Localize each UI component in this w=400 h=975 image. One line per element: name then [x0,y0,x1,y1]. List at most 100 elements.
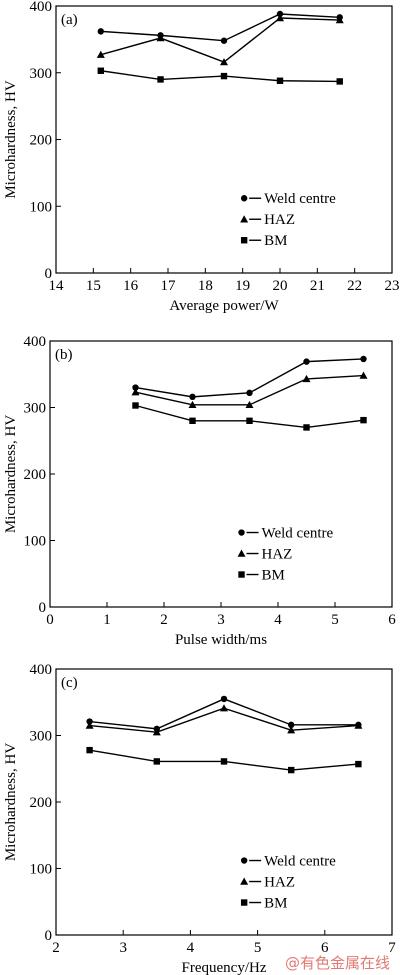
data-point [152,728,161,736]
x-tick-label: 3 [217,612,225,628]
data-point [220,58,228,66]
data-point [132,402,139,409]
y-tick-label: 0 [39,600,47,616]
data-point [354,721,363,729]
legend-marker [240,877,249,885]
legend-marker [237,549,246,557]
data-point [188,400,197,409]
legend-label: BM [264,896,287,912]
y-tick-label: 100 [24,534,47,550]
y-axis-label: Microhardness, HV [3,743,19,861]
y-tick-label: 0 [45,928,53,944]
x-tick-label: 6 [388,612,396,628]
plot-frame [49,340,393,608]
series-weld-centre [132,355,367,401]
data-point [302,374,311,383]
x-tick-label: 23 [385,278,400,294]
x-tick-label: 2 [52,940,60,956]
legend-label: Weld centre [262,526,334,542]
y-tick-label: 100 [30,862,53,878]
y-tick-label: 200 [24,467,47,483]
series-bm [97,67,343,85]
y-tick-label: 300 [30,66,53,82]
data-point [220,758,228,765]
legend-label: HAZ [262,547,293,563]
data-point [246,417,253,424]
x-tick-label: 15 [86,278,101,294]
series-line [100,13,340,42]
data-point [336,78,343,85]
data-point [97,67,104,74]
legend: Weld centre HAZ BM [240,854,336,912]
data-point [189,417,196,424]
x-tick-label: 22 [347,278,362,294]
data-point [303,358,310,365]
data-point [157,76,164,83]
data-point [303,424,310,431]
data-point [220,695,228,703]
data-point [131,388,140,396]
series-haz [96,14,344,66]
data-point [276,10,284,18]
y-tick-label: 200 [30,133,53,149]
legend-label: BM [262,568,285,584]
series-line [89,698,359,730]
legend-marker [240,899,248,906]
x-tick-label: 5 [331,612,339,628]
legend-marker [240,215,249,223]
data-point [276,14,284,22]
x-tick-label: 21 [310,278,325,294]
x-tick-label: 2 [160,612,168,628]
series-bm [86,746,362,774]
series-haz [85,704,363,736]
data-point [189,393,196,401]
legend-marker [238,571,245,578]
y-axis-label: Microhardness, HV [3,80,19,198]
data-point [246,389,253,397]
legend-label: BM [264,233,287,249]
data-point [359,371,368,379]
x-tick-label: 19 [235,278,250,294]
y-tick-label: 400 [30,0,53,15]
y-tick-label: 200 [30,795,53,811]
series-bm [132,402,367,431]
panel-label: (a) [61,12,78,28]
data-point [288,766,295,774]
x-tick-label: 20 [273,278,288,294]
y-tick-label: 300 [30,729,53,745]
series-haz [131,371,368,409]
data-point [360,355,367,363]
data-point [360,416,367,424]
data-point [97,28,105,35]
watermark: @有色金属在线 [284,954,390,972]
data-point [287,726,296,734]
data-point [220,704,228,712]
data-point [86,746,93,754]
data-point [288,721,295,729]
x-axis-label: Pulse width/ms [175,632,267,648]
legend: Weld centre HAZ BM [240,191,336,249]
y-tick-label: 100 [30,199,53,215]
y-tick-label: 400 [30,662,53,678]
data-point [132,384,139,391]
x-axis-label: Frequency/Hz [182,960,267,975]
panel-label: (b) [55,347,73,363]
legend: Weld centre HAZ BM [237,526,334,584]
x-tick-label: 7 [388,940,396,956]
legend-marker [240,857,248,864]
legend-label: HAZ [264,875,295,891]
x-tick-label: 18 [198,278,213,294]
chart-panel: 0 1 2 3 4 5 6 0 100 200 300 400 Pulse width/ms Microh… [3,334,396,648]
legend-marker [240,237,248,244]
data-point [156,34,165,42]
y-tick-label: 400 [24,334,47,350]
series-weld-centre [97,10,343,44]
legend-label: HAZ [264,212,295,228]
plot-frame [55,5,393,274]
data-point [276,77,284,84]
y-axis-label: Microhardness, HV [3,415,19,533]
x-tick-label: 0 [46,612,54,628]
x-tick-label: 6 [321,940,329,956]
chart-panel: 2 3 4 5 6 7 0 100 200 300 400 Frequency/Hz Microhard… [3,662,396,975]
